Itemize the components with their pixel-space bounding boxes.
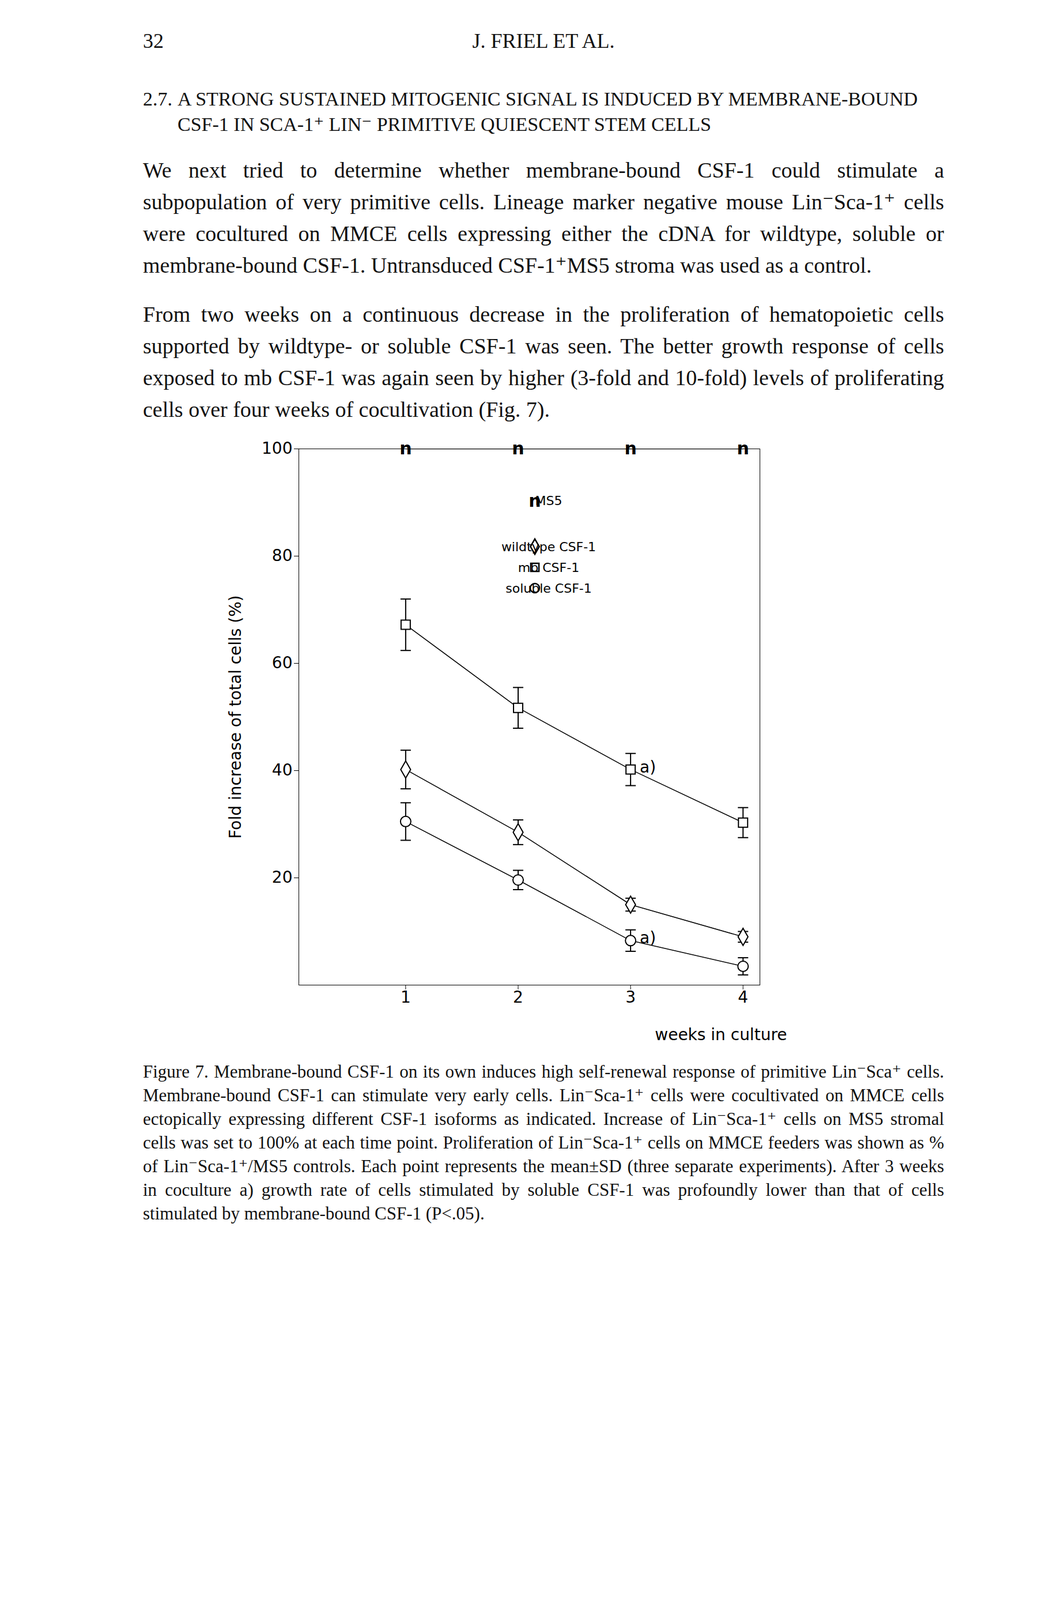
svg-text:4: 4 [737,987,749,1007]
svg-text:40: 40 [272,760,293,780]
svg-text:n: n [624,438,637,459]
svg-text:Fold increase of total cells (: Fold increase of total cells (%) [225,594,245,839]
svg-text:3: 3 [625,987,636,1007]
svg-text:80: 80 [272,545,293,565]
svg-text:MS5: MS5 [535,493,563,508]
svg-text:60: 60 [272,653,293,673]
svg-text:mb CSF-1: mb CSF-1 [518,560,580,575]
html-text:Figure 7. Membrane-bound CSF-1: Figure 7. Membrane-bound CSF-1 on its ow… [142,1061,945,1224]
svg-text:2: 2 [512,987,524,1007]
html-text:2.7. A STRONG SUSTAINED MITOGE: 2.7. A STRONG SUSTAINED MITOGENIC SIGNAL… [142,88,918,135]
svg-text:a): a) [639,757,656,777]
svg-text:1: 1 [400,987,411,1007]
svg-text:soluble CSF-1: soluble CSF-1 [505,580,592,596]
svg-text:wildtype CSF-1: wildtype CSF-1 [501,539,596,554]
html-text:32: 32 [142,29,164,53]
svg-text:weeks in culture: weeks in culture [654,1024,787,1044]
svg-text:n: n [399,438,412,459]
html-text:J. FRIEL ET AL.: J. FRIEL ET AL. [472,29,615,53]
svg-text:100: 100 [261,438,293,458]
html-text:We next tried to determine whe: We next tried to determine whether membr… [142,157,945,278]
html-text:From two weeks on a continuous: From two weeks on a continuous decrease … [142,302,945,422]
svg-text:n: n [737,438,750,459]
svg-text:n: n [511,438,524,459]
svg-text:20: 20 [272,867,293,887]
svg-text:a): a) [639,927,656,947]
